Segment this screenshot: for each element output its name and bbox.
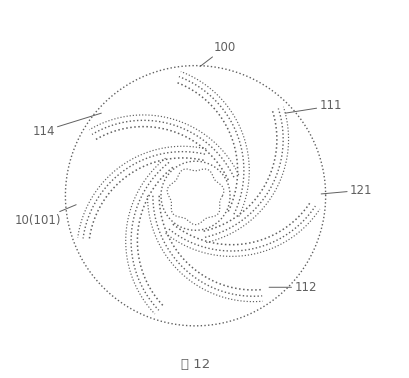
Text: 112: 112 [269,281,317,294]
Text: 114: 114 [32,113,101,138]
Text: 図 12: 図 12 [181,358,210,371]
Text: 121: 121 [321,184,372,197]
Text: 10(101): 10(101) [14,205,76,227]
Text: 100: 100 [200,41,236,67]
Text: 111: 111 [285,99,342,113]
